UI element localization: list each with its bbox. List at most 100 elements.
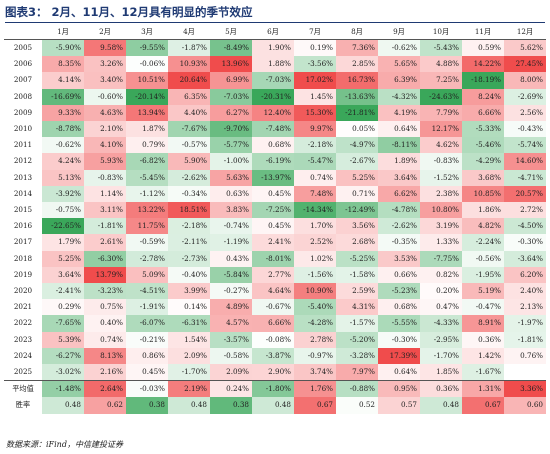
header-month: 11月 bbox=[462, 24, 504, 40]
table-cell: -1.19% bbox=[210, 234, 252, 251]
row-label: 2014 bbox=[13, 188, 33, 198]
table-cell: -5.47% bbox=[294, 153, 336, 170]
table-cell: -13.97% bbox=[252, 169, 294, 186]
table-row: 2007 4.14% 3.40% 10.51% 20.64% 6.99% -7.03% 17.… bbox=[4, 72, 546, 89]
table-cell: -6.31% bbox=[168, 315, 210, 332]
table-cell: -5.25% bbox=[336, 250, 378, 267]
row-label: 2023 bbox=[13, 334, 33, 344]
table-cell: 0.57 bbox=[378, 397, 420, 414]
table-cell: 1.14% bbox=[84, 185, 126, 203]
table-cell: -4.71% bbox=[504, 169, 546, 186]
header-month: 6月 bbox=[252, 24, 294, 40]
table-cell: 4.40% bbox=[168, 104, 210, 122]
table-cell: 20.64% bbox=[168, 72, 210, 89]
table-cell: -0.40% bbox=[168, 266, 210, 284]
table-cell: -0.43% bbox=[504, 121, 546, 138]
table-cell: 0.20% bbox=[420, 283, 462, 300]
table-cell: 0.48 bbox=[420, 397, 462, 414]
table-cell: 2.77% bbox=[252, 266, 294, 284]
table-cell: -1.87% bbox=[168, 39, 210, 57]
table-cell: 2.64% bbox=[84, 380, 126, 398]
table-cell: 5.63% bbox=[210, 169, 252, 186]
table-cell: 3.26% bbox=[84, 56, 126, 73]
table-cell: -4.51% bbox=[126, 283, 168, 300]
table-cell: -1.58% bbox=[336, 266, 378, 284]
table-cell: -7.67% bbox=[168, 121, 210, 138]
table-cell: -0.27% bbox=[210, 283, 252, 300]
table-cell: 0.63% bbox=[210, 185, 252, 203]
row-label: 胜率 bbox=[15, 400, 31, 410]
table-cell: 13.79% bbox=[84, 266, 126, 284]
table-row: 2010 -8.78% 2.10% 1.87% -7.67% -9.70% -7.48% 9.… bbox=[4, 121, 546, 138]
table-cell: 3.99% bbox=[168, 283, 210, 300]
table-cell: 1.79% bbox=[42, 234, 84, 251]
row-label: 2011 bbox=[13, 140, 33, 150]
table-cell: 9.33% bbox=[42, 104, 84, 122]
table-cell: 5.25% bbox=[336, 169, 378, 186]
table-cell: 0.60 bbox=[504, 397, 546, 414]
table-cell: -1.48% bbox=[42, 380, 84, 398]
table-cell: -7.25% bbox=[252, 202, 294, 219]
table-row: 2012 4.24% 5.93% -6.82% 5.90% -1.00% -6.19% -5.… bbox=[4, 153, 546, 170]
table-cell: -3.28% bbox=[336, 347, 378, 365]
table-cell: -1.91% bbox=[126, 299, 168, 316]
table-cell: 0.67 bbox=[294, 397, 336, 414]
table-cell: -0.35% bbox=[378, 234, 420, 251]
table-cell: -4.32% bbox=[378, 88, 420, 105]
header-month: 8月 bbox=[336, 24, 378, 40]
table-cell: 3.83% bbox=[210, 202, 252, 219]
table-cell: 4.24% bbox=[42, 153, 84, 170]
header-month: 5月 bbox=[210, 24, 252, 40]
table-cell: 1.76% bbox=[294, 380, 336, 398]
table-row: 2020 -2.41% -3.23% -4.51% 3.99% -0.27% 4.64% 10… bbox=[4, 283, 546, 300]
table-cell: -2.24% bbox=[462, 234, 504, 251]
table-cell: -1.57% bbox=[336, 315, 378, 332]
table-cell: 13.22% bbox=[126, 202, 168, 219]
table-cell: -1.81% bbox=[504, 331, 546, 348]
table-cell: -2.69% bbox=[504, 88, 546, 105]
table-cell: 3.56% bbox=[336, 218, 378, 235]
table-cell: 4.63% bbox=[84, 104, 126, 122]
table-cell: -3.92% bbox=[42, 185, 84, 203]
table-cell: 0.38 bbox=[126, 397, 168, 414]
table-cell: -0.83% bbox=[84, 169, 126, 186]
table-cell: -1.97% bbox=[504, 315, 546, 332]
table-cell: 20.57% bbox=[504, 185, 546, 203]
table-row: 胜率 0.48 0.62 0.38 0.48 0.38 0.48 0.67 0.52 0.57 0.… bbox=[4, 397, 546, 414]
table-cell: -0.30% bbox=[378, 331, 420, 348]
table-cell: 0.52 bbox=[336, 397, 378, 414]
table-cell: 0.74% bbox=[294, 169, 336, 186]
table-row: 2014 -3.92% 1.14% -1.12% -0.34% 0.63% 0.45% 7.4… bbox=[4, 185, 546, 203]
table-cell: -2.95% bbox=[420, 331, 462, 348]
table-cell: 2.41% bbox=[252, 234, 294, 251]
table-cell: 1.90% bbox=[252, 39, 294, 57]
table-row: 2023 5.39% 0.74% -0.21% 1.54% -3.57% -0.08% 2.7… bbox=[4, 331, 546, 348]
table-cell bbox=[504, 364, 546, 381]
table-cell: -2.11% bbox=[168, 234, 210, 251]
table-cell: -0.62% bbox=[378, 39, 420, 57]
table-cell: 8.00% bbox=[504, 72, 546, 89]
table-cell: -14.34% bbox=[294, 202, 336, 219]
table-cell: 7.48% bbox=[294, 185, 336, 203]
table-cell: 2.09% bbox=[210, 364, 252, 381]
table-cell: -0.06% bbox=[126, 56, 168, 73]
table-cell: -1.56% bbox=[294, 266, 336, 284]
figure-title-text: 图表3： 2月、11月、12月具有明显的季节效应 bbox=[5, 5, 253, 19]
table-cell: 11.75% bbox=[126, 218, 168, 235]
table-cell: 5.13% bbox=[42, 169, 84, 186]
table-cell: -18.19% bbox=[462, 72, 504, 89]
table-cell: 6.27% bbox=[210, 104, 252, 122]
table-cell: -3.57% bbox=[210, 331, 252, 348]
table-cell: 3.19% bbox=[420, 218, 462, 235]
table-cell: 17.02% bbox=[294, 72, 336, 89]
table-cell: 0.75% bbox=[84, 299, 126, 316]
table-cell: 0.43% bbox=[210, 250, 252, 267]
source-note: 数据来源：iFind，中信建投证券 bbox=[6, 440, 123, 449]
table-cell: -1.70% bbox=[168, 364, 210, 381]
row-label: 2015 bbox=[13, 205, 33, 215]
header-month: 7月 bbox=[294, 24, 336, 40]
table-cell: -5.77% bbox=[210, 137, 252, 154]
table-cell: 2.85% bbox=[336, 56, 378, 73]
table-cell: 3.64% bbox=[378, 169, 420, 186]
table-cell: 2.38% bbox=[420, 185, 462, 203]
